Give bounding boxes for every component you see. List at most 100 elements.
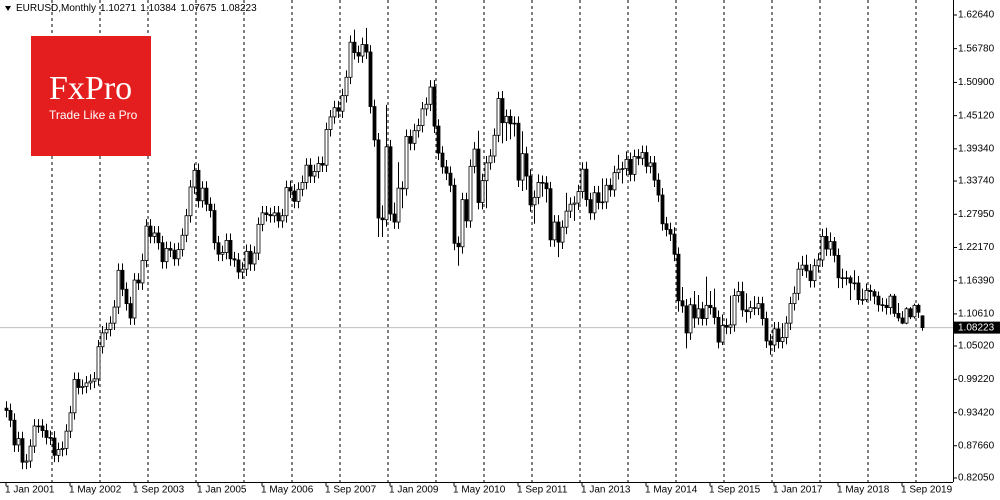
y-tick-label: 1.22170 xyxy=(958,242,995,253)
candle-body xyxy=(44,430,49,438)
candle-body xyxy=(620,168,625,170)
x-tick-label: 1 Sep 2003 xyxy=(133,485,185,496)
candle-body xyxy=(36,425,41,428)
candle-body xyxy=(656,179,661,196)
candle-body xyxy=(340,95,345,112)
candle-body xyxy=(380,217,385,221)
candle-body xyxy=(584,168,589,201)
x-tick-label: 1 Jan 2005 xyxy=(197,485,247,496)
candle-body xyxy=(792,292,797,305)
candle-body xyxy=(716,317,721,343)
candle-body xyxy=(688,304,693,334)
candle-body xyxy=(212,210,217,244)
candle-body xyxy=(312,171,317,177)
candle-body xyxy=(388,146,393,215)
x-tick-label: 1 May 2010 xyxy=(453,485,506,496)
y-tick-label: 0.99220 xyxy=(958,374,995,385)
x-tick-label: 1 Sep 2007 xyxy=(325,485,377,496)
candle-body xyxy=(816,259,821,267)
candle-body xyxy=(248,250,253,265)
candle-body xyxy=(416,125,421,132)
candle-body xyxy=(908,308,913,318)
candle-body xyxy=(232,258,237,261)
candle-body xyxy=(860,299,865,301)
candle-body xyxy=(576,191,581,204)
candle-body xyxy=(120,269,125,290)
y-tick-label: 1.45120 xyxy=(958,110,995,121)
candle-body xyxy=(184,215,189,236)
candle-body xyxy=(108,322,113,330)
candle-body xyxy=(356,52,361,57)
candle-body xyxy=(368,51,373,107)
candle-body xyxy=(264,212,269,215)
candle-body xyxy=(840,277,845,279)
candle-body xyxy=(168,248,173,251)
y-tick-label: 1.16390 xyxy=(958,275,995,286)
candle-body xyxy=(272,212,277,217)
candle-body xyxy=(144,225,149,261)
candle-body xyxy=(888,295,893,309)
candle-body xyxy=(172,249,177,260)
candle-body xyxy=(756,303,761,309)
candle-body xyxy=(564,210,569,228)
candle-body xyxy=(848,277,853,284)
candle-body xyxy=(376,139,381,219)
candle-body xyxy=(668,229,673,235)
candle-body xyxy=(68,412,73,432)
candle-body xyxy=(52,437,57,456)
candle-body xyxy=(728,324,733,328)
candle-body xyxy=(896,312,901,319)
y-tick-label: 0.93420 xyxy=(958,407,995,418)
candle-body xyxy=(40,425,45,431)
x-tick-label: 1 Jan 2001 xyxy=(5,485,55,496)
candle-body xyxy=(844,277,849,279)
candle-body xyxy=(76,379,81,388)
candle-body xyxy=(808,270,813,282)
candle-body xyxy=(624,159,629,170)
candle-body xyxy=(384,146,389,221)
candle-body xyxy=(912,304,917,318)
candle-body xyxy=(856,282,861,300)
candle-body xyxy=(648,162,653,167)
candle-body xyxy=(548,188,553,241)
candle-body xyxy=(712,307,717,318)
x-tick-label: 1 Jan 2009 xyxy=(389,485,439,496)
y-tick-label: 0.87660 xyxy=(958,440,995,451)
candle-body xyxy=(572,202,577,205)
price-label: 1.08223 xyxy=(958,322,995,333)
candle-body xyxy=(760,303,765,319)
y-tick-label: 1.10610 xyxy=(958,309,995,320)
x-tick-label: 1 Jan 2013 xyxy=(581,485,631,496)
candle-body xyxy=(892,295,897,314)
candle-body xyxy=(460,199,465,248)
candle-body xyxy=(316,163,321,172)
candle-body xyxy=(8,410,13,421)
candle-body xyxy=(236,259,241,273)
candle-body xyxy=(364,44,369,53)
candle-body xyxy=(116,269,121,308)
x-tick-label: 1 May 2002 xyxy=(69,485,122,496)
x-tick-label: 1 Sep 2015 xyxy=(709,485,761,496)
x-tick-label: 1 May 2014 xyxy=(645,485,698,496)
candle-body xyxy=(744,309,749,313)
candle-body xyxy=(772,328,777,346)
last-close: 1.08223 xyxy=(220,3,257,14)
x-tick-label: 1 May 2018 xyxy=(837,485,890,496)
candle-body xyxy=(16,438,21,446)
candle-body xyxy=(240,268,245,273)
candle-body xyxy=(308,164,313,177)
candle-body xyxy=(832,241,837,256)
candle-body xyxy=(332,107,337,118)
candle-body xyxy=(588,199,593,214)
candle-body xyxy=(288,187,293,192)
candle-body xyxy=(56,449,61,456)
candle-body xyxy=(788,303,793,324)
candle-body xyxy=(872,291,877,297)
candle-body xyxy=(652,162,657,181)
candle-body xyxy=(876,295,881,306)
candle-body xyxy=(616,168,621,174)
candle-body xyxy=(268,214,273,217)
logo-brand: FxPro xyxy=(49,70,133,107)
candle-body xyxy=(468,165,473,222)
candle-body xyxy=(644,152,649,167)
